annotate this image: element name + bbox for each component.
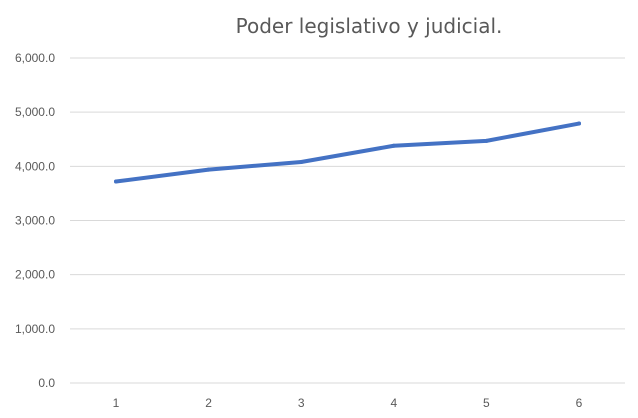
data-point [206,167,211,172]
x-tick-label: 1 [113,396,120,410]
gridlines [70,57,625,384]
x-tick-label: 2 [205,396,212,410]
chart-title: Poder legislativo y judicial. [236,14,503,38]
x-tick-label: 3 [298,396,305,410]
y-tick-label: 2,000.0 [15,268,55,282]
y-tick-label: 3,000.0 [15,214,55,228]
data-point [391,143,396,148]
series-group [114,121,581,184]
y-tick-label: 1,000.0 [15,322,55,336]
y-tick-label: 6,000.0 [15,51,55,65]
data-point [577,121,581,126]
x-tick-label: 5 [483,396,490,410]
y-tick-label: 4,000.0 [15,159,55,173]
y-tick-label: 5,000.0 [15,105,55,119]
data-point [484,138,489,143]
x-tick-label: 4 [390,396,397,410]
y-axis-tick-labels: 0.0 1,000.0 2,000.0 3,000.0 4,000.0 5,000.0 6,… [15,51,55,390]
data-point [299,160,304,164]
x-tick-label: 6 [576,396,583,410]
x-axis-tick-labels: 1 2 3 4 5 6 [113,396,583,410]
series-line-0 [114,121,581,184]
y-tick-label: 0.0 [38,376,55,390]
data-point [114,179,118,184]
